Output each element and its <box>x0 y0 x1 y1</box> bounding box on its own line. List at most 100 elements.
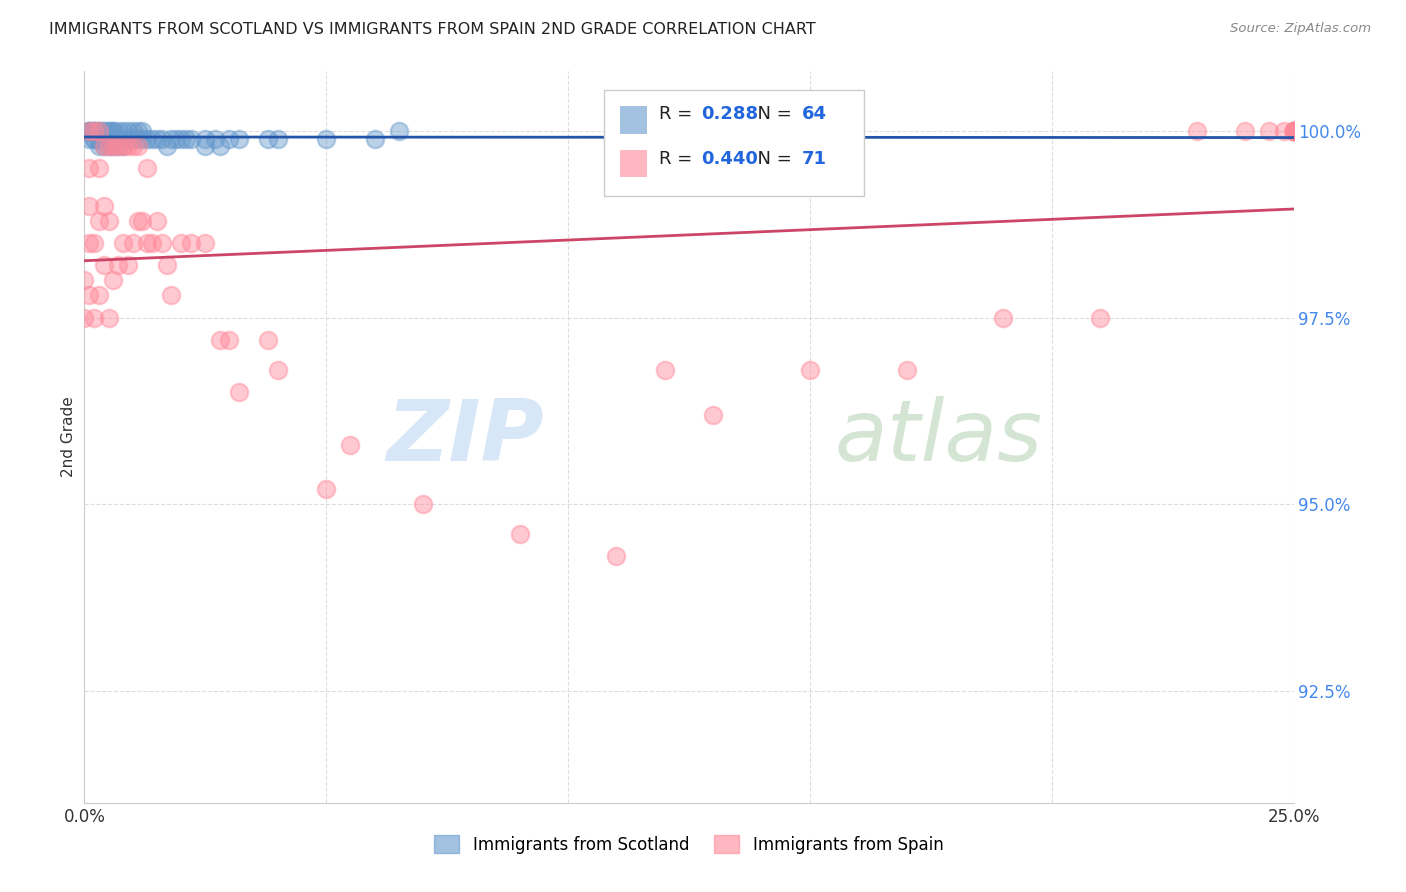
Point <box>1258 124 1281 138</box>
Legend: Immigrants from Scotland, Immigrants from Spain: Immigrants from Scotland, Immigrants fro… <box>427 829 950 860</box>
Point <box>83 310 105 325</box>
Point <box>93 124 115 138</box>
Point <box>204 131 226 145</box>
Point <box>77 235 100 250</box>
Point <box>93 199 115 213</box>
Point <box>170 235 193 250</box>
Point <box>121 139 143 153</box>
FancyBboxPatch shape <box>620 150 647 178</box>
Point <box>117 124 139 138</box>
Point <box>267 131 290 145</box>
Point <box>1282 124 1305 138</box>
Point <box>208 333 231 347</box>
Point <box>87 131 110 145</box>
Point <box>83 124 105 138</box>
Point <box>993 310 1015 325</box>
Point <box>127 139 149 153</box>
Point <box>73 310 96 325</box>
Point <box>77 124 100 138</box>
Point <box>194 139 217 153</box>
Point <box>654 124 676 138</box>
Point <box>388 124 411 138</box>
Point <box>267 363 290 377</box>
Point <box>77 161 100 176</box>
Point <box>93 131 115 145</box>
Point <box>103 273 125 287</box>
Point <box>103 139 125 153</box>
Point <box>112 235 135 250</box>
Point <box>87 131 110 145</box>
Point <box>93 124 115 138</box>
Point <box>117 139 139 153</box>
Text: atlas: atlas <box>834 395 1042 479</box>
Point <box>83 131 105 145</box>
Point <box>77 131 100 145</box>
Point <box>97 131 120 145</box>
Y-axis label: 2nd Grade: 2nd Grade <box>60 397 76 477</box>
Point <box>146 213 169 227</box>
Point <box>146 131 169 145</box>
Point <box>97 131 120 145</box>
Text: 64: 64 <box>801 105 827 123</box>
Point <box>218 333 240 347</box>
Point <box>136 131 159 145</box>
Point <box>87 124 110 138</box>
Point <box>155 259 177 273</box>
Point <box>1282 124 1305 138</box>
Point <box>107 124 129 138</box>
Point <box>83 124 105 138</box>
Point <box>83 124 105 138</box>
Text: IMMIGRANTS FROM SCOTLAND VS IMMIGRANTS FROM SPAIN 2ND GRADE CORRELATION CHART: IMMIGRANTS FROM SCOTLAND VS IMMIGRANTS F… <box>49 22 815 37</box>
Point <box>103 131 125 145</box>
Text: N =: N = <box>745 151 797 169</box>
Point <box>77 288 100 302</box>
Point <box>112 124 135 138</box>
Point <box>1185 124 1208 138</box>
Point <box>165 131 187 145</box>
Point <box>117 259 139 273</box>
Point <box>87 124 110 138</box>
Point <box>1282 124 1305 138</box>
Point <box>97 124 120 138</box>
Point <box>1234 124 1257 138</box>
Point <box>702 408 724 422</box>
Text: N =: N = <box>745 105 797 123</box>
Point <box>127 131 149 145</box>
Point <box>141 131 163 145</box>
Point <box>107 139 129 153</box>
Point <box>136 235 159 250</box>
Point <box>363 131 385 145</box>
FancyBboxPatch shape <box>620 106 647 134</box>
Point <box>93 139 115 153</box>
Point <box>257 131 280 145</box>
Point <box>228 385 250 400</box>
Point <box>121 235 143 250</box>
Point <box>87 139 110 153</box>
Point <box>77 124 100 138</box>
Point <box>654 363 676 377</box>
Point <box>170 131 193 145</box>
Point <box>93 139 115 153</box>
Point <box>107 139 129 153</box>
Point <box>1282 124 1305 138</box>
Point <box>83 235 105 250</box>
Point <box>605 549 627 564</box>
Point <box>97 124 120 138</box>
Point <box>97 213 120 227</box>
Point <box>155 139 177 153</box>
Point <box>127 124 149 138</box>
Point <box>121 124 143 138</box>
Point <box>87 161 110 176</box>
Point <box>1282 124 1305 138</box>
Point <box>107 259 129 273</box>
Point <box>509 527 531 541</box>
Point <box>103 139 125 153</box>
Point <box>83 131 105 145</box>
Point <box>194 131 217 145</box>
Point <box>799 363 821 377</box>
Point <box>93 131 115 145</box>
Point <box>112 139 135 153</box>
Point <box>121 131 143 145</box>
Point <box>93 259 115 273</box>
Point <box>1282 124 1305 138</box>
